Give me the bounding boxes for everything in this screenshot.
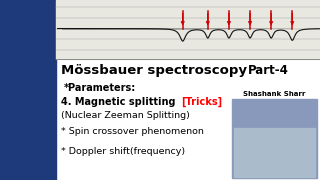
- Bar: [232, 99, 317, 178]
- Bar: [234, 128, 315, 177]
- Text: *Parameters:: *Parameters:: [64, 83, 136, 93]
- Text: * Doppler shift(frequency): * Doppler shift(frequency): [61, 147, 185, 156]
- Text: Part-4: Part-4: [248, 64, 289, 77]
- Bar: [0, 0, 56, 180]
- Text: * Spin crossover phenomenon: * Spin crossover phenomenon: [61, 127, 204, 136]
- Text: Mössbauer spectroscopy: Mössbauer spectroscopy: [61, 64, 247, 77]
- Text: (Nuclear Zeeman Splitting): (Nuclear Zeeman Splitting): [61, 111, 190, 120]
- Bar: [56, 0, 320, 59]
- Text: [Tricks]: [Tricks]: [181, 97, 222, 107]
- Text: *Best: *Best: [266, 128, 283, 133]
- Text: explanation ever: explanation ever: [248, 140, 301, 145]
- Text: Shashank Sharr: Shashank Sharr: [243, 91, 306, 97]
- Bar: [56, 0, 320, 180]
- Text: 4. Magnetic splitting: 4. Magnetic splitting: [61, 97, 175, 107]
- Text: JRF 51+ GATE: JRF 51+ GATE: [248, 102, 301, 108]
